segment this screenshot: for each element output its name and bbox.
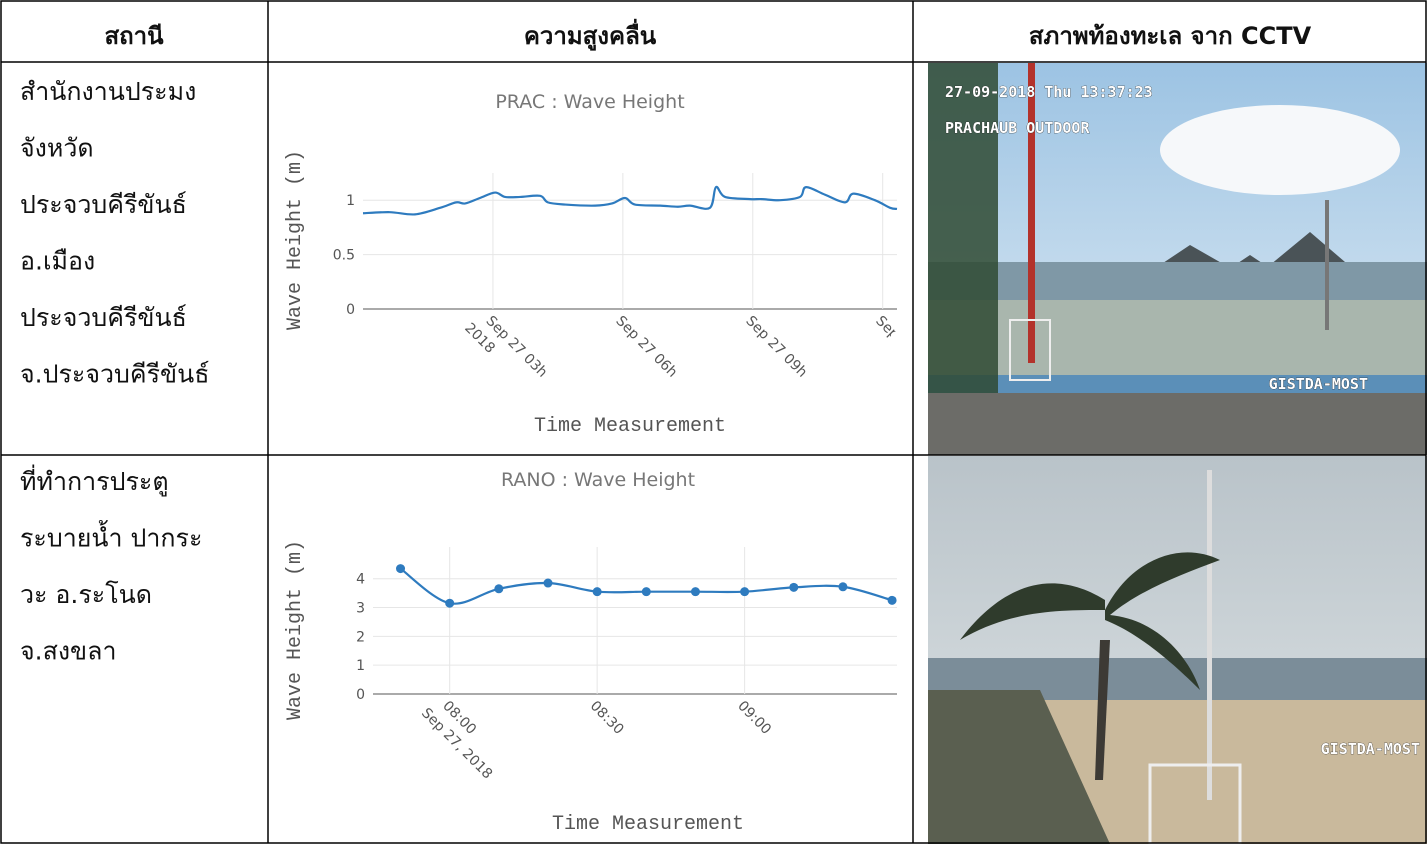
x-tick-label: Sep 27 06h [612,313,680,381]
y-axis-title: Wave Height (m) [284,150,307,330]
cctv-image-1 [928,63,1427,455]
header-cell: ความสูงคลื่น [524,18,657,51]
cctv-overlay-text: PRACHAUB OUTDOOR [945,119,1090,137]
x-axis-title: Time Measurement [552,813,744,836]
data-point [690,587,700,597]
cctv-overlay-text: 27-09-2018 Thu 13:37:23 [945,83,1153,101]
y-tick-label: 0 [356,687,365,703]
header-cell: สภาพท้องทะเล จาก CCTV [1029,22,1312,50]
y-tick-label: 0 [346,302,355,318]
data-point [592,587,602,597]
data-point [494,584,504,594]
chart-title: PRAC : Wave Height [495,91,684,113]
y-axis-title: Wave Height (m) [284,540,307,720]
y-tick-label: 0.5 [333,248,355,264]
cctv-overlay-text: GISTDA-MOST [1269,375,1368,393]
data-point [838,582,848,592]
station-line: ที่ทำการประตู [20,464,169,497]
station-line: สำนักงานประมง [20,77,196,106]
station-line: จังหวัด [20,134,94,163]
station-line: ประจวบคีรีขันธ์ [20,303,187,332]
data-line [362,185,898,216]
data-line [399,567,893,605]
x-tick-label: 09:00 [734,698,774,738]
data-point [887,595,897,605]
cctv-overlay-text: GISTDA-MOST [1321,740,1420,758]
data-point [789,582,799,592]
station-line: อ.เมือง [20,247,95,276]
station-line: จ.ประจวบคีรีขันธ์ [20,360,209,389]
data-point [740,587,750,597]
station-line: จ.สงขลา [20,637,117,666]
x-tick-label: 08:30 [587,698,627,738]
data-point [543,578,553,588]
data-point [641,587,651,597]
y-tick-label: 1 [346,193,355,209]
y-tick-label: 3 [356,601,365,617]
station-line: วะ อ.ระโนด [20,580,152,609]
data-point [445,598,455,608]
y-tick-label: 4 [356,572,365,588]
x-tick-label: Sep [872,313,902,343]
station-line: ประจวบคีรีขันธ์ [20,190,187,219]
y-tick-label: 1 [356,658,365,674]
chart-title: RANO : Wave Height [501,469,695,491]
data-point [396,564,406,574]
x-axis-title: Time Measurement [534,415,726,438]
x-tick-label: Sep 27 09h [742,313,810,381]
header-cell: สถานี [104,22,164,50]
station-line: ระบายน้ำ ปากระ [20,520,202,553]
y-tick-label: 2 [356,629,365,645]
cctv-image-2 [928,456,1427,844]
